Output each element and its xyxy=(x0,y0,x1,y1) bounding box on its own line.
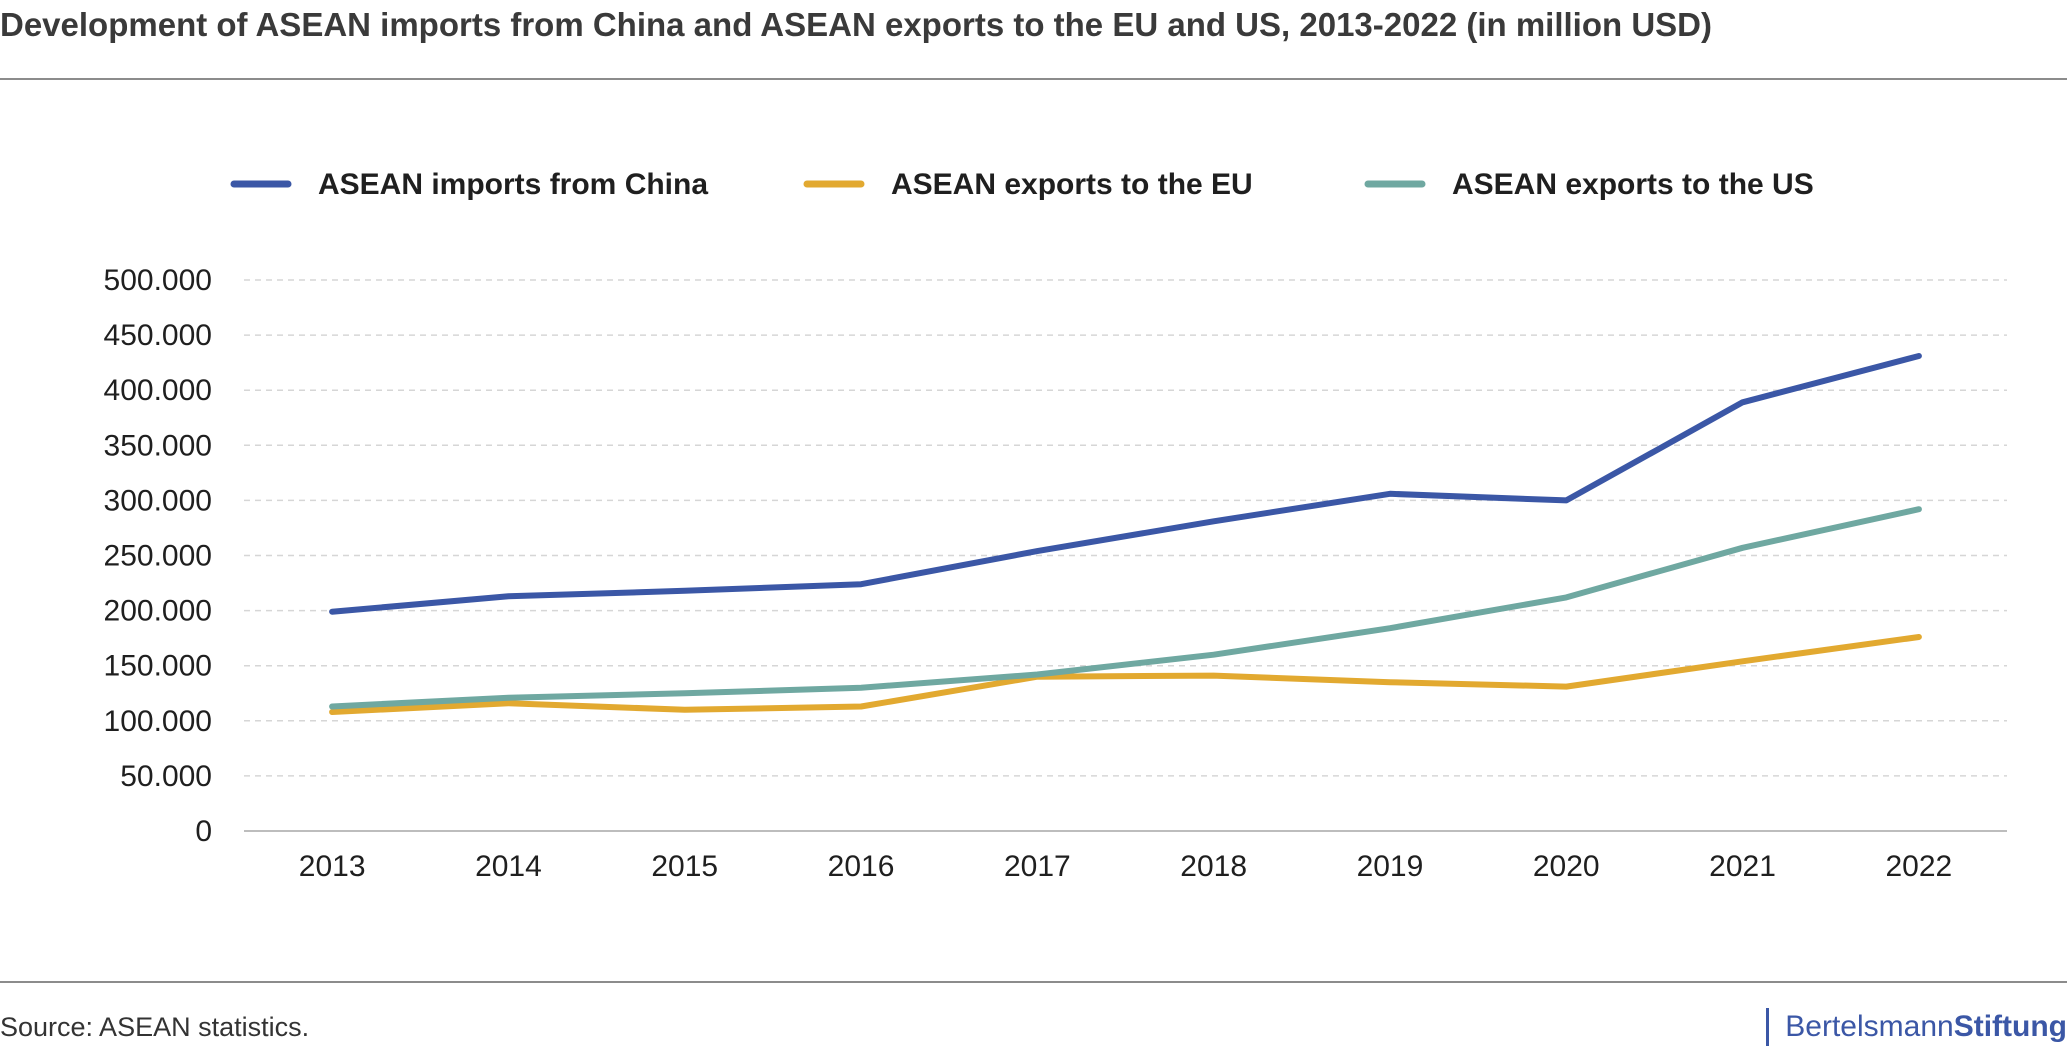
y-tick-label: 350.000 xyxy=(104,429,212,462)
x-tick-label: 2022 xyxy=(1885,850,1952,883)
series-line-2 xyxy=(329,634,1922,715)
source-note: Source: ASEAN statistics. xyxy=(0,1012,310,1042)
legend-label: ASEAN imports from China xyxy=(318,168,708,201)
legend-label: ASEAN exports to the US xyxy=(1452,168,1814,201)
brand-logo-part2: Stiftung xyxy=(1953,1010,2067,1043)
brand-logo-part1: Bertelsmann xyxy=(1785,1010,1954,1043)
y-tick-label: 250.000 xyxy=(104,540,212,573)
legend-item: ASEAN imports from China xyxy=(230,168,708,201)
y-tick-label: 400.000 xyxy=(104,374,212,407)
legend-item: ASEAN exports to the EU xyxy=(803,168,1253,201)
y-tick-label: 500.000 xyxy=(104,264,212,297)
series-lines xyxy=(329,353,1922,715)
x-axis: 2013 2014 2015 2016 2017 2018 2019 2020 2021 2022 xyxy=(299,850,1952,883)
brand-logo: BertelsmannStiftung xyxy=(1766,1008,2067,1046)
x-tick-label: 2016 xyxy=(828,850,895,883)
series-line-3 xyxy=(329,506,1922,710)
x-tick-label: 2019 xyxy=(1357,850,1424,883)
legend-item: ASEAN exports to the US xyxy=(1364,168,1814,201)
y-tick-label: 50.000 xyxy=(120,760,212,793)
y-tick-label: 200.000 xyxy=(104,595,212,628)
legend: ASEAN imports from China ASEAN exports to… xyxy=(230,168,1814,201)
x-tick-label: 2014 xyxy=(475,850,542,883)
x-tick-label: 2013 xyxy=(299,850,366,883)
legend-label: ASEAN exports to the EU xyxy=(891,168,1253,201)
footer-divider xyxy=(0,981,2067,983)
series-line-1 xyxy=(329,353,1922,615)
header-divider xyxy=(0,78,2067,80)
y-tick-label: 150.000 xyxy=(104,650,212,683)
x-tick-label: 2021 xyxy=(1709,850,1776,883)
x-tick-label: 2017 xyxy=(1004,850,1071,883)
y-tick-label: 300.000 xyxy=(104,484,212,517)
line-chart: ASEAN imports from China ASEAN exports to… xyxy=(104,168,2007,883)
y-axis: 0 50.000 100.000 150.000 200.000 250.000 300.0… xyxy=(104,264,212,848)
y-tick-label: 100.000 xyxy=(104,705,212,738)
y-tick-label: 0 xyxy=(195,815,212,848)
x-tick-label: 2015 xyxy=(651,850,718,883)
x-tick-label: 2020 xyxy=(1533,850,1600,883)
chart-title: Development of ASEAN imports from China … xyxy=(0,6,1712,43)
x-tick-label: 2018 xyxy=(1180,850,1247,883)
y-tick-label: 450.000 xyxy=(104,319,212,352)
gridlines xyxy=(244,279,2007,832)
